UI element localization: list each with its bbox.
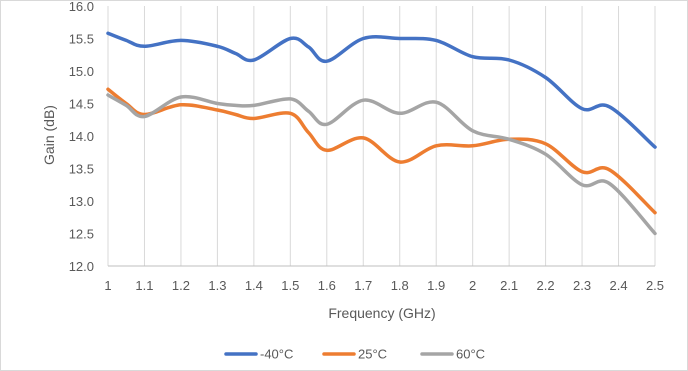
legend-label: 25°C (358, 347, 387, 362)
y-tick-label: 13.0 (69, 194, 94, 209)
x-tick-label: 1.8 (391, 278, 409, 293)
x-tick-label: 1.3 (208, 278, 226, 293)
series-line (106, 87, 657, 215)
y-tick-label: 12.0 (69, 259, 94, 274)
y-tick-label: 15.5 (69, 32, 94, 47)
x-tick-label: 2.4 (609, 278, 627, 293)
x-tick-label: 1.7 (354, 278, 372, 293)
legend-label: 60°C (456, 347, 485, 362)
x-tick-label: 2.3 (573, 278, 591, 293)
y-tick-label: 16.0 (69, 0, 94, 14)
y-axis-title: Gain (dB) (41, 105, 57, 165)
x-tick-label: 1.9 (427, 278, 445, 293)
x-tick-label: 1.6 (318, 278, 336, 293)
x-tick-label: 1.1 (135, 278, 153, 293)
x-tick-label: 2.2 (537, 278, 555, 293)
legend: -40°C 25°C 60°C (224, 347, 485, 362)
legend-label: -40°C (260, 347, 293, 362)
y-tick-label: 15.0 (69, 64, 94, 79)
series-line (106, 93, 657, 236)
series-line (106, 31, 657, 149)
x-tick-label: 2 (469, 278, 476, 293)
x-tick-label: 1.2 (172, 278, 190, 293)
gridlines (107, 6, 656, 266)
x-tick-label: 2.1 (500, 278, 518, 293)
y-tick-label: 12.5 (69, 227, 94, 242)
series-lines (106, 31, 657, 236)
tick-labels: 1 1.1 1.2 1.3 1.4 1.5 1.6 1.7 1.8 1.9 2 2.1 2.2 2.3 2.… (69, 0, 664, 293)
x-tick-label: 1.5 (281, 278, 299, 293)
x-tick-label: 2.5 (646, 278, 664, 293)
x-tick-label: 1 (104, 278, 111, 293)
x-axis-title: Frequency (GHz) (328, 305, 435, 321)
y-tick-label: 14.0 (69, 129, 94, 144)
y-tick-label: 13.5 (69, 162, 94, 177)
x-tick-label: 1.4 (245, 278, 263, 293)
y-tick-label: 14.5 (69, 97, 94, 112)
